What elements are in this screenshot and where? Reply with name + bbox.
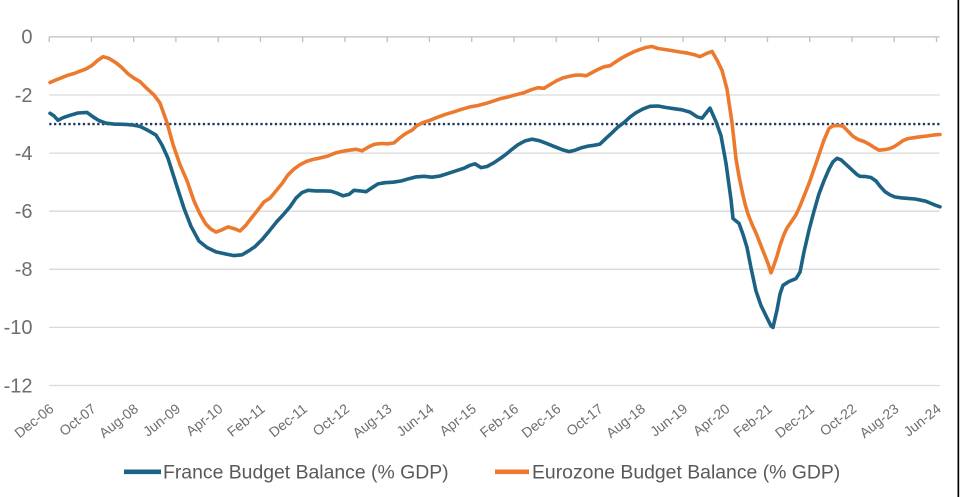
svg-text:Jun-14: Jun-14 xyxy=(393,400,437,439)
svg-text:Dec-06: Dec-06 xyxy=(11,400,56,441)
svg-text:-12: -12 xyxy=(4,375,33,397)
svg-text:-4: -4 xyxy=(15,143,33,165)
svg-text:Apr-10: Apr-10 xyxy=(183,400,226,439)
svg-text:Aug-08: Aug-08 xyxy=(96,400,141,441)
svg-text:Eurozone Budget Balance (% GDP: Eurozone Budget Balance (% GDP) xyxy=(532,462,840,484)
svg-text:Oct-17: Oct-17 xyxy=(563,400,606,439)
svg-text:Aug-23: Aug-23 xyxy=(856,400,901,441)
svg-text:Aug-13: Aug-13 xyxy=(349,400,394,441)
svg-text:Apr-15: Apr-15 xyxy=(436,400,479,439)
svg-text:Dec-21: Dec-21 xyxy=(772,400,817,441)
svg-text:Feb-21: Feb-21 xyxy=(730,400,775,440)
svg-text:Dec-16: Dec-16 xyxy=(518,400,563,441)
svg-text:0: 0 xyxy=(21,27,32,49)
svg-text:Jun-09: Jun-09 xyxy=(140,400,184,439)
svg-text:Aug-18: Aug-18 xyxy=(603,400,648,441)
svg-text:Feb-16: Feb-16 xyxy=(477,400,522,440)
svg-text:Jun-24: Jun-24 xyxy=(900,400,944,439)
svg-text:Apr-20: Apr-20 xyxy=(690,400,733,439)
svg-text:-8: -8 xyxy=(15,259,33,281)
svg-text:Jun-19: Jun-19 xyxy=(647,400,691,439)
svg-text:Oct-12: Oct-12 xyxy=(309,400,352,439)
svg-text:-6: -6 xyxy=(15,201,33,223)
svg-text:France Budget Balance (% GDP): France Budget Balance (% GDP) xyxy=(163,462,449,484)
svg-text:Oct-22: Oct-22 xyxy=(817,400,860,439)
svg-text:Oct-07: Oct-07 xyxy=(56,400,99,439)
svg-text:Dec-11: Dec-11 xyxy=(266,400,311,440)
svg-text:-2: -2 xyxy=(15,85,33,107)
svg-text:Feb-11: Feb-11 xyxy=(224,400,268,440)
svg-text:-10: -10 xyxy=(4,317,33,339)
